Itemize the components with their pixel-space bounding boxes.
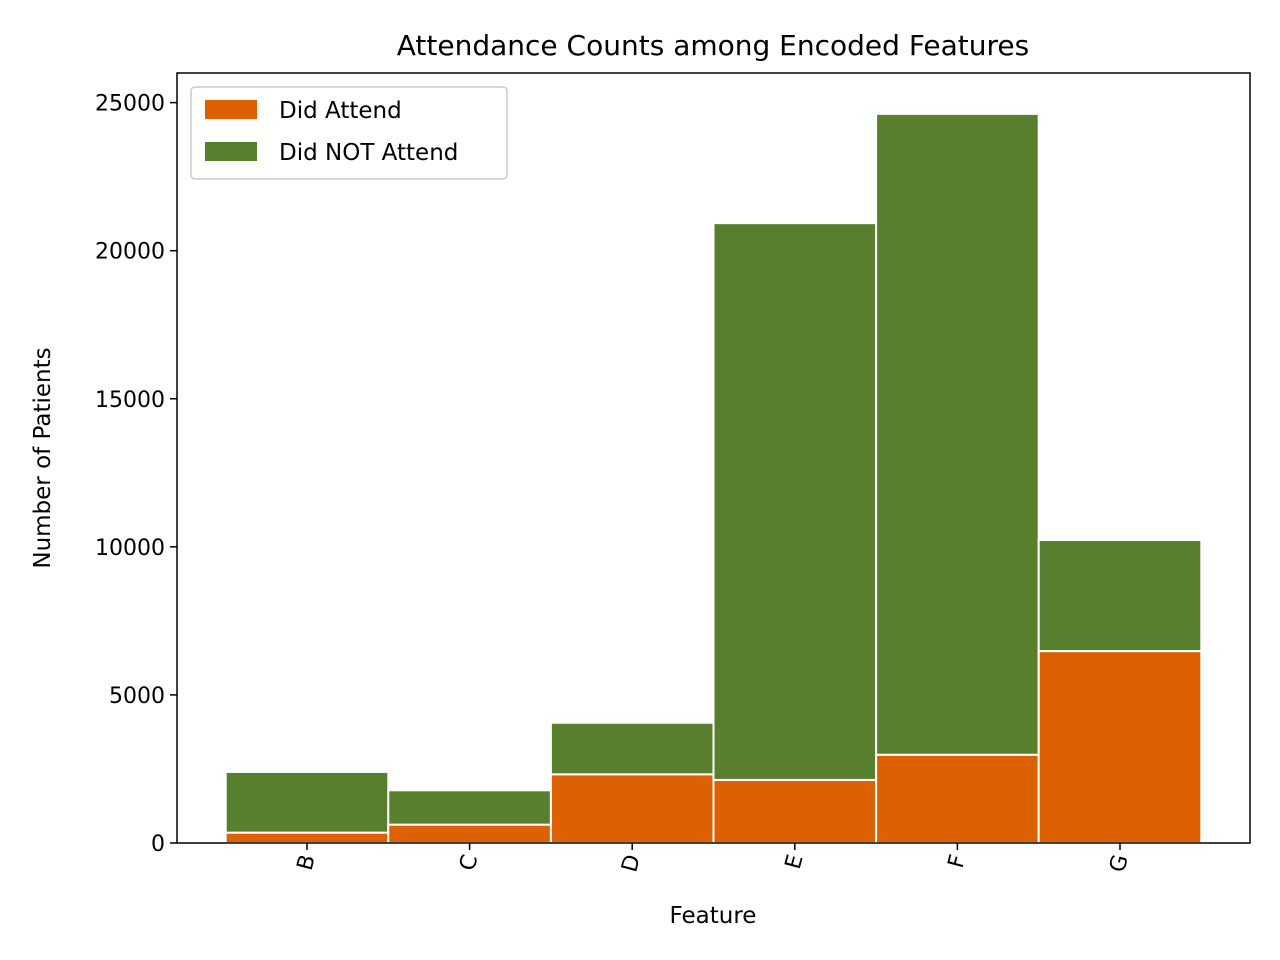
chart-title: Attendance Counts among Encoded Features (397, 29, 1029, 62)
bar-C-did-attend (387, 823, 552, 845)
x-tick-label-C: C (455, 852, 483, 873)
legend-swatch (205, 100, 257, 119)
y-tick-label: 5000 (109, 684, 165, 709)
x-tick-label-D: D (617, 852, 646, 875)
y-tick-label: 15000 (95, 388, 165, 413)
x-tick-label-E: E (781, 852, 809, 872)
y-axis: 0 5000 10000 15000 20000 25000 (95, 92, 177, 857)
legend-box (190, 86, 508, 180)
bar-B-did-not-attend (224, 770, 390, 834)
bar-E-did-attend (712, 778, 878, 845)
bar-G-did-attend (1037, 650, 1203, 844)
bar-G-did-not-attend (1037, 539, 1203, 653)
bar-E-did-not-attend (712, 222, 878, 781)
bar-B-did-attend (224, 831, 390, 845)
bar-F-did-not-attend (875, 112, 1040, 756)
plot-frame (176, 72, 1251, 844)
bar-D-did-not-attend (549, 721, 715, 776)
x-axis-label: Feature (670, 903, 757, 929)
y-tick-label: 20000 (95, 240, 165, 265)
x-axis: B C D E F G (293, 843, 1134, 875)
bar-D-did-attend (549, 773, 715, 844)
legend-label: Did Attend (279, 98, 402, 124)
bar-F-did-attend (875, 753, 1040, 844)
y-axis-label: Number of Patients (30, 347, 56, 568)
x-tick-label-G: G (1105, 852, 1134, 875)
x-tick-label-B: B (293, 852, 321, 873)
legend-label: Did NOT Attend (279, 140, 458, 166)
y-tick-label: 0 (151, 832, 165, 857)
legend: Did Attend Did NOT Attend (190, 86, 508, 180)
y-tick-label: 25000 (95, 92, 165, 117)
bar-C-did-not-attend (387, 789, 552, 826)
bars-group (224, 112, 1203, 845)
legend-swatch (205, 142, 257, 161)
x-tick-label-F: F (944, 852, 971, 871)
y-tick-label: 10000 (95, 536, 165, 561)
